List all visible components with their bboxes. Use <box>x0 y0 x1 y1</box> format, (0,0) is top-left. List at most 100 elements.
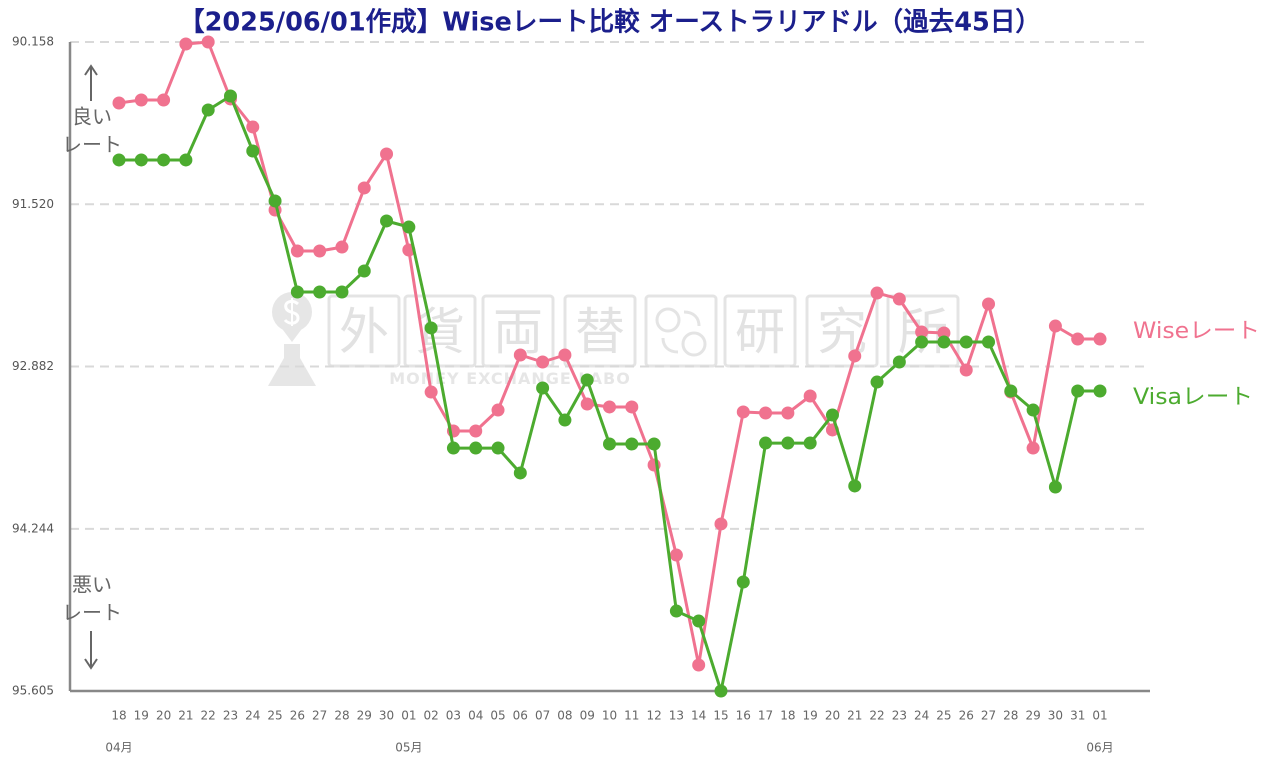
x-axis-ticks: 18 19 20 21 22 23 24 25 26 27 28 29 30 01 02 03 04 05 06 07… <box>111 709 1107 723</box>
x-tick-label: 25 <box>267 709 282 723</box>
data-point-visa <box>290 285 304 299</box>
up-arrow-icon <box>84 64 98 101</box>
x-tick-label: 26 <box>290 709 305 723</box>
x-tick-label: 30 <box>1048 709 1063 723</box>
data-point-visa <box>603 437 616 451</box>
data-point-wise <box>1026 441 1040 455</box>
flask-icon <box>268 344 316 386</box>
series-line-visa <box>119 94 1100 693</box>
watermark-box <box>403 294 477 368</box>
data-point-visa <box>625 437 639 451</box>
x-tick-label: 02 <box>423 709 438 723</box>
data-point-wise <box>1093 332 1107 346</box>
watermark-char: 外 <box>339 303 389 361</box>
x-tick-label: 13 <box>669 709 684 723</box>
y-tick-label: 90.158 <box>12 35 54 49</box>
data-point-wise <box>892 292 906 306</box>
x-tick-label: 24 <box>245 709 260 723</box>
watermark: 外 貨 両 替 研 究 所 MONEY EXCHANGE LABO <box>268 292 960 388</box>
data-point-visa <box>1004 384 1018 398</box>
x-tick-label: 22 <box>869 709 884 723</box>
x-tick-label: 30 <box>379 709 394 723</box>
x-tick-label: 15 <box>713 709 728 723</box>
x-tick-label: 12 <box>646 709 661 723</box>
x-tick-label: 18 <box>111 709 126 723</box>
better-rate-annotation: 良い レート <box>62 64 122 157</box>
data-point-wise <box>290 244 304 258</box>
grid <box>70 41 1150 530</box>
currency-exchange-icon <box>655 307 707 357</box>
x-tick-label: 05 <box>490 709 505 723</box>
data-point-wise <box>982 297 996 311</box>
x-tick-label: 10 <box>602 709 617 723</box>
data-point-wise <box>513 348 527 362</box>
x-tick-label: 26 <box>959 709 974 723</box>
legend: Wiseレート Visaレート <box>1133 319 1260 410</box>
data-point-wise <box>625 400 639 414</box>
data-point-visa <box>892 355 906 369</box>
data-point-visa <box>580 373 594 387</box>
data-point-visa <box>1093 384 1107 398</box>
x-tick-label: 03 <box>446 709 461 723</box>
watermark-box <box>886 294 960 368</box>
data-point-visa <box>937 335 951 349</box>
x-tick-label: 21 <box>847 709 862 723</box>
y-tick-label: 94.244 <box>12 521 54 535</box>
x-tick-label: 11 <box>624 709 639 723</box>
x-tick-label: 07 <box>535 709 550 723</box>
x-tick-label: 20 <box>156 709 171 723</box>
x-tick-label: 20 <box>825 709 840 723</box>
data-point-wise <box>781 406 795 420</box>
data-point-visa <box>915 335 929 349</box>
data-point-visa <box>223 89 237 103</box>
data-point-visa <box>1048 480 1062 494</box>
data-point-wise <box>937 326 951 340</box>
data-point-wise <box>424 385 438 399</box>
x-tick-label: 28 <box>334 709 349 723</box>
data-point-wise <box>669 548 683 562</box>
data-point-visa <box>692 614 706 628</box>
worse-rate-label-line1: 悪い <box>72 573 112 597</box>
y-tick-label: 92.882 <box>12 359 54 373</box>
x-tick-label: 19 <box>134 709 149 723</box>
data-point-visa <box>714 684 728 698</box>
data-point-wise <box>380 147 394 161</box>
data-point-wise <box>714 517 728 531</box>
watermark-box <box>481 294 555 368</box>
worse-rate-label-line2: レート <box>62 601 122 625</box>
data-point-visa <box>201 103 215 117</box>
legend-label-visa: Visaレート <box>1133 385 1253 410</box>
data-point-visa <box>134 153 148 167</box>
data-point-wise <box>959 363 973 377</box>
data-point-visa <box>647 437 661 451</box>
data-point-wise <box>134 93 148 107</box>
data-point-visa <box>959 335 973 349</box>
data-point-visa <box>357 264 371 278</box>
better-rate-label-line2: レート <box>62 133 122 157</box>
better-rate-label-line1: 良い <box>72 105 112 129</box>
data-point-visa <box>268 194 282 208</box>
data-point-visa <box>536 381 550 395</box>
data-point-wise <box>870 286 884 300</box>
x-tick-label: 23 <box>223 709 238 723</box>
x-tick-label: 16 <box>736 709 751 723</box>
data-point-wise <box>1048 319 1062 333</box>
data-point-wise <box>1071 332 1085 346</box>
y-tick-label: 95.605 <box>12 684 54 698</box>
data-point-visa <box>157 153 171 167</box>
data-point-visa <box>491 441 505 455</box>
x-tick-label: 29 <box>1025 709 1040 723</box>
x-tick-label: 23 <box>892 709 907 723</box>
data-point-wise <box>759 406 773 420</box>
data-point-visa <box>469 441 483 455</box>
worse-rate-annotation: 悪い レート <box>62 573 122 670</box>
x-tick-label: 18 <box>780 709 795 723</box>
data-point-wise <box>603 400 616 414</box>
x-tick-label: 06 <box>513 709 528 723</box>
data-point-visa <box>1071 384 1085 398</box>
data-point-wise <box>536 355 550 369</box>
data-point-wise <box>357 181 371 195</box>
month-label: 05月 <box>395 741 422 755</box>
data-point-visa <box>825 408 839 422</box>
